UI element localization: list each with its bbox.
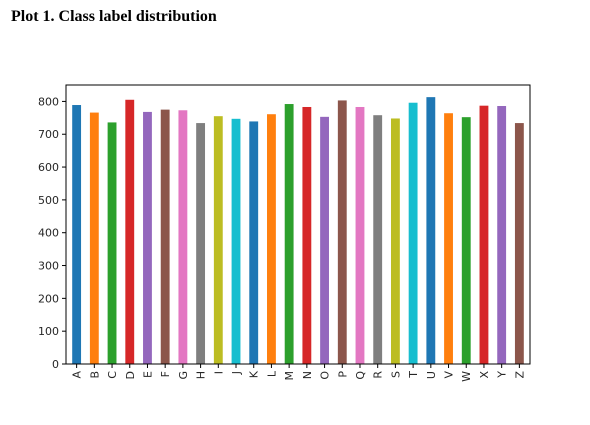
bar-a (72, 105, 82, 365)
y-tick-label: 800 (38, 95, 59, 108)
bar-k (249, 121, 259, 365)
bar-i (213, 116, 223, 365)
bar-o (320, 116, 329, 364)
page-title: Plot 1. Class label distribution (11, 8, 217, 25)
x-tick-label-c: C (106, 371, 119, 379)
bar-r (373, 115, 383, 364)
x-tick-label-e: E (141, 371, 154, 378)
x-tick-label-z: Z (513, 371, 526, 379)
x-tick-label-u: U (425, 371, 438, 379)
x-tick-label-p: P (336, 371, 349, 378)
bar-x (479, 105, 489, 364)
y-tick-label: 400 (38, 227, 59, 240)
y-tick-label: 700 (38, 128, 59, 141)
bar-m (284, 104, 294, 364)
x-tick-label-k: K (248, 370, 261, 378)
bar-v (444, 113, 453, 364)
bar-z (514, 123, 524, 365)
bar-h (196, 123, 206, 365)
bar-y (497, 106, 507, 365)
x-tick-label-f: F (159, 371, 172, 377)
x-tick-label-o: O (319, 371, 332, 380)
bar-l (267, 114, 276, 364)
bar-n (302, 106, 312, 365)
x-tick-label-d: D (124, 371, 137, 379)
bars-group (72, 97, 524, 365)
y-tick-label: 0 (52, 358, 59, 371)
x-tick-label-s: S (389, 371, 402, 378)
bar-d (125, 99, 135, 364)
bar-j (231, 118, 241, 365)
x-tick-label-n: N (301, 371, 314, 379)
x-tick-label-b: B (88, 371, 101, 379)
x-tick-label-r: R (372, 371, 385, 379)
y-tick-label: 100 (38, 325, 59, 338)
x-tick-label-t: T (407, 371, 420, 379)
x-tick-label-a: A (71, 371, 84, 379)
x-tick-label-x: X (478, 371, 491, 379)
bar-q (355, 106, 365, 365)
y-axis: 0 100 200 300 400 500 600 700 800 (38, 95, 66, 371)
y-tick-label: 500 (38, 194, 59, 207)
bar-t (408, 102, 418, 365)
bar-g (178, 110, 188, 365)
bar-b (89, 112, 99, 364)
x-tick-label-m: M (283, 371, 296, 381)
bar-s (390, 118, 400, 364)
x-tick-label-v: V (443, 371, 456, 379)
x-tick-label-l: L (265, 370, 278, 377)
y-tick-label: 600 (38, 161, 59, 174)
y-tick-label: 200 (38, 292, 59, 305)
bar-w (461, 117, 471, 365)
bar-c (107, 122, 117, 364)
x-tick-label-w: W (460, 371, 473, 382)
bar-p (337, 100, 347, 364)
bar-u (426, 97, 436, 364)
plot-frame (65, 84, 531, 365)
bar-f (160, 109, 170, 364)
bar-e (143, 111, 152, 365)
x-tick-label-g: G (177, 371, 190, 380)
x-tick-label-i: I (212, 371, 225, 374)
x-tick-label-h: H (195, 371, 208, 379)
x-tick-label-y: Y (496, 371, 509, 379)
y-tick-label: 300 (38, 260, 59, 273)
x-tick-label-q: Q (354, 371, 367, 380)
x-tick-label-j: J (230, 371, 243, 375)
